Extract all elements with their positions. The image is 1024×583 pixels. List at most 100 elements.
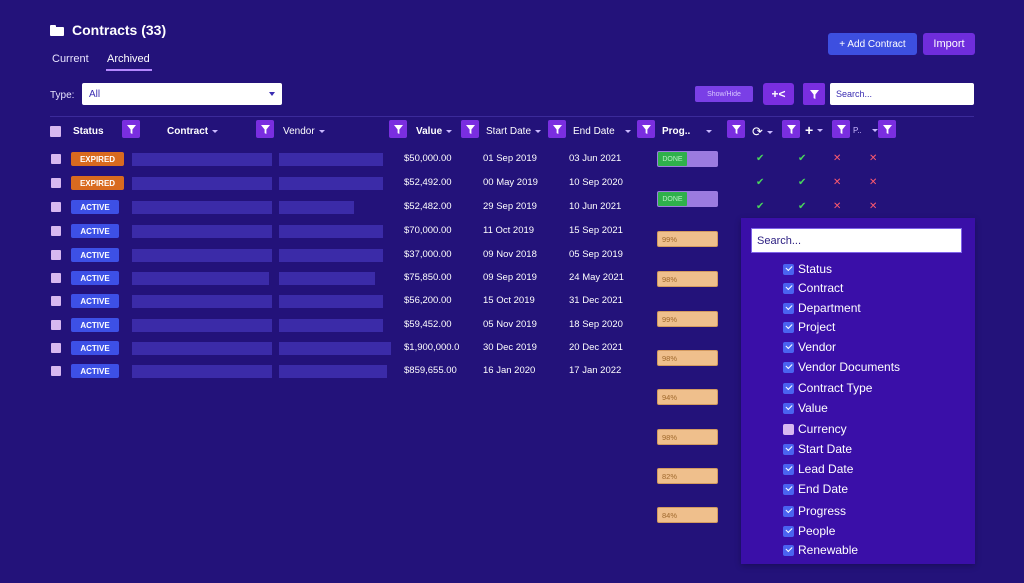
column-option-checkbox[interactable] xyxy=(783,544,794,556)
column-option-checkbox[interactable] xyxy=(783,525,794,537)
vendor-cell[interactable] xyxy=(279,177,383,190)
column-option[interactable]: Project xyxy=(783,320,835,334)
column-option-checkbox[interactable] xyxy=(783,263,794,275)
start-date-filter-button[interactable] xyxy=(548,120,566,138)
column-option[interactable]: Department xyxy=(783,301,861,315)
progress-filter-button[interactable] xyxy=(727,120,745,138)
column-option[interactable]: Value xyxy=(783,401,828,415)
vendor-cell[interactable] xyxy=(279,272,375,285)
row-checkbox[interactable] xyxy=(51,178,61,188)
column-option[interactable]: Status xyxy=(783,262,832,276)
type-select[interactable]: All xyxy=(82,83,282,105)
column-option-checkbox[interactable] xyxy=(783,463,794,475)
column-header-end-date[interactable]: End Date xyxy=(573,126,631,137)
vendor-cell[interactable] xyxy=(279,295,383,308)
column-header-people[interactable]: P.. xyxy=(853,126,878,135)
import-button[interactable]: Import xyxy=(923,33,975,55)
progress-bar: 98% xyxy=(657,429,718,445)
collapse-columns-button[interactable]: +< xyxy=(763,83,794,105)
vendor-cell[interactable] xyxy=(279,319,383,332)
column-option-checkbox[interactable] xyxy=(783,443,794,455)
vendor-filter-button[interactable] xyxy=(389,120,407,138)
column-option-checkbox[interactable] xyxy=(783,302,794,314)
row-checkbox[interactable] xyxy=(51,343,61,353)
tab-current[interactable]: Current xyxy=(52,53,89,65)
column-option-checkbox[interactable] xyxy=(783,382,794,394)
progress-bar: 82% xyxy=(657,468,718,484)
column-option[interactable]: Progress xyxy=(783,504,846,518)
column-option-checkbox[interactable] xyxy=(783,341,794,353)
column-option[interactable]: Contract xyxy=(783,281,843,295)
column-option-checkbox[interactable] xyxy=(783,505,794,517)
contract-cell[interactable] xyxy=(132,249,272,262)
end-date-filter-button[interactable] xyxy=(637,120,655,138)
column-option[interactable]: Currency xyxy=(783,422,847,436)
end-date-cell: 15 Sep 2021 xyxy=(569,225,623,236)
status-badge: EXPIRED xyxy=(71,176,124,190)
show-hide-button[interactable]: Show/Hide xyxy=(695,86,753,102)
column-option[interactable]: Start Date xyxy=(783,442,852,456)
column-option[interactable]: Contract Type xyxy=(783,381,872,395)
contract-cell[interactable] xyxy=(132,365,272,378)
people-filter-button[interactable] xyxy=(878,120,896,138)
add-contract-button[interactable]: + Add Contract xyxy=(828,33,917,55)
tab-archived[interactable]: Archived xyxy=(107,53,150,65)
row-checkbox[interactable] xyxy=(51,366,61,376)
header-divider xyxy=(50,116,974,117)
contract-cell[interactable] xyxy=(132,153,272,166)
column-header-value[interactable]: Value xyxy=(416,126,453,137)
row-checkbox[interactable] xyxy=(51,250,61,260)
search-input[interactable]: Search... xyxy=(830,83,974,105)
value-cell: $75,850.00 xyxy=(404,272,452,283)
value-filter-button[interactable] xyxy=(461,120,479,138)
contract-cell[interactable] xyxy=(132,177,272,190)
select-all-checkbox[interactable] xyxy=(50,126,61,137)
column-header-status[interactable]: Status xyxy=(73,126,104,137)
column-option-checkbox[interactable] xyxy=(783,282,794,294)
contract-cell[interactable] xyxy=(132,295,272,308)
column-header-vendor[interactable]: Vendor xyxy=(283,126,325,137)
renewable-filter-button[interactable] xyxy=(782,120,800,138)
column-header-progress[interactable]: Prog.. xyxy=(662,126,713,137)
vendor-cell[interactable] xyxy=(279,342,391,355)
column-option[interactable]: Vendor Documents xyxy=(783,360,900,374)
column-option-checkbox[interactable] xyxy=(783,321,794,333)
contract-cell[interactable] xyxy=(132,225,272,238)
add-column-header[interactable]: + xyxy=(805,122,824,138)
column-option[interactable]: Vendor xyxy=(783,340,836,354)
row-checkbox[interactable] xyxy=(51,273,61,283)
column-option[interactable]: People xyxy=(783,524,835,538)
contract-cell[interactable] xyxy=(132,319,272,332)
filter-button[interactable] xyxy=(803,83,825,105)
contract-filter-button[interactable] xyxy=(256,120,274,138)
vendor-cell[interactable] xyxy=(279,225,383,238)
column-header-contract[interactable]: Contract xyxy=(167,126,219,137)
status-filter-button[interactable] xyxy=(122,120,140,138)
row-checkbox[interactable] xyxy=(51,320,61,330)
vendor-cell[interactable] xyxy=(279,153,383,166)
vendor-cell[interactable] xyxy=(279,365,387,378)
vendor-cell[interactable] xyxy=(279,249,383,262)
progress-bar: DONE xyxy=(657,151,718,167)
renewable-column-header[interactable]: ⟳ xyxy=(752,124,773,140)
vendor-cell[interactable] xyxy=(279,201,354,214)
column-option-checkbox[interactable] xyxy=(783,483,794,495)
row-checkbox[interactable] xyxy=(51,296,61,306)
add-filter-button[interactable] xyxy=(832,120,850,138)
column-option[interactable]: End Date xyxy=(783,482,848,496)
row-checkbox[interactable] xyxy=(51,202,61,212)
column-option-checkbox[interactable] xyxy=(783,402,794,414)
column-header-start-date[interactable]: Start Date xyxy=(486,126,542,137)
column-search-input[interactable]: Search... xyxy=(751,228,962,253)
contract-cell[interactable] xyxy=(132,272,269,285)
row-checkbox[interactable] xyxy=(51,226,61,236)
value-cell: $37,000.00 xyxy=(404,249,452,260)
column-option-checkbox[interactable] xyxy=(783,423,794,435)
column-option[interactable]: Lead Date xyxy=(783,462,853,476)
row-checkbox[interactable] xyxy=(51,154,61,164)
contract-cell[interactable] xyxy=(132,342,272,355)
contract-cell[interactable] xyxy=(132,201,272,214)
column-option[interactable]: Renewable xyxy=(783,543,858,557)
sort-caret-icon xyxy=(817,128,824,132)
column-option-checkbox[interactable] xyxy=(783,361,794,373)
